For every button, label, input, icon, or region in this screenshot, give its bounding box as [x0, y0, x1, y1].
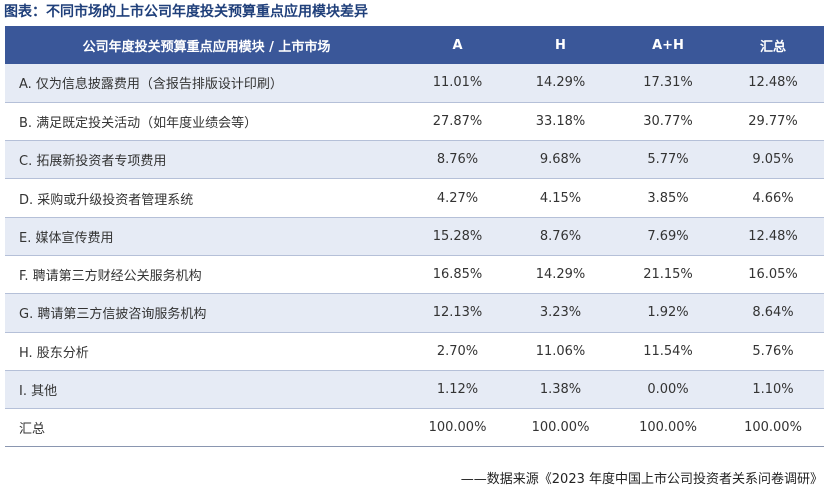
cell-a: 12.13% [408, 293, 507, 333]
total-row: 汇总 100.00% 100.00% 100.00% 100.00% [5, 408, 824, 448]
cell-h: 14.29% [507, 64, 614, 103]
cell-a-h: 3.85% [614, 178, 722, 218]
row-label: B. 满足既定投关活动（如年度业绩会等） [5, 102, 408, 142]
table-body: A. 仅为信息披露费用（含报告排版设计印刷） 11.01% 14.29% 17.31%… [5, 64, 824, 448]
cell-a-h: 11.54% [614, 332, 722, 371]
table-row: D. 采购或升级投资者管理系统 4.27% 4.15% 3.85% 4.66% [5, 178, 824, 218]
table-row: C. 拓展新投资者专项费用 8.76% 9.68% 5.77% 9.05% [5, 140, 824, 180]
cell-a: 100.00% [408, 408, 507, 448]
cell-a: 15.28% [408, 217, 507, 256]
cell-total: 12.48% [722, 217, 824, 256]
cell-total: 100.00% [722, 408, 824, 448]
header-row: 公司年度投关预算重点应用模块 / 上市市场 A H A+H 汇总 [5, 26, 824, 64]
table-row: B. 满足既定投关活动（如年度业绩会等） 27.87% 33.18% 30.77% 29… [5, 102, 824, 142]
data-source-note: ——数据来源《2023 年度中国上市公司投资者关系问卷调研》 [460, 472, 823, 487]
cell-total: 12.48% [722, 64, 824, 103]
row-label: A. 仅为信息披露费用（含报告排版设计印刷） [5, 64, 408, 103]
cell-h: 3.23% [507, 293, 614, 333]
cell-h: 11.06% [507, 332, 614, 371]
budget-table: 公司年度投关预算重点应用模块 / 上市市场 A H A+H 汇总 A. 仅为信息披露费用… [5, 26, 824, 448]
cell-total: 16.05% [722, 255, 824, 295]
cell-h: 100.00% [507, 408, 614, 448]
cell-h: 9.68% [507, 140, 614, 180]
table-header: 公司年度投关预算重点应用模块 / 上市市场 A H A+H 汇总 [5, 26, 824, 64]
cell-total: 9.05% [722, 140, 824, 180]
cell-a-h: 30.77% [614, 102, 722, 142]
row-label: I. 其他 [5, 370, 408, 410]
cell-total: 29.77% [722, 102, 824, 142]
cell-total: 5.76% [722, 332, 824, 371]
cell-a-h: 17.31% [614, 64, 722, 103]
cell-total: 1.10% [722, 370, 824, 410]
cell-a: 1.12% [408, 370, 507, 410]
cell-a: 16.85% [408, 255, 507, 295]
row-label: F. 聘请第三方财经公关服务机构 [5, 255, 408, 295]
cell-a: 8.76% [408, 140, 507, 180]
row-label: 汇总 [5, 408, 408, 448]
row-label: H. 股东分析 [5, 332, 408, 371]
table-row: H. 股东分析 2.70% 11.06% 11.54% 5.76% [5, 332, 824, 371]
row-label: D. 采购或升级投资者管理系统 [5, 178, 408, 218]
cell-a: 4.27% [408, 178, 507, 218]
figure-title: 图表：不同市场的上市公司年度投关预算重点应用模块差异 [4, 4, 368, 20]
cell-total: 4.66% [722, 178, 824, 218]
row-label: E. 媒体宣传费用 [5, 217, 408, 256]
cell-h: 14.29% [507, 255, 614, 295]
cell-h: 8.76% [507, 217, 614, 256]
cell-a-h: 0.00% [614, 370, 722, 410]
cell-h: 33.18% [507, 102, 614, 142]
cell-a: 27.87% [408, 102, 507, 142]
table-row: A. 仅为信息披露费用（含报告排版设计印刷） 11.01% 14.29% 17.31%… [5, 64, 824, 103]
cell-h: 1.38% [507, 370, 614, 410]
cell-h: 4.15% [507, 178, 614, 218]
table-container: 公司年度投关预算重点应用模块 / 上市市场 A H A+H 汇总 A. 仅为信息披露费用… [5, 26, 824, 448]
header-a-share: A [452, 37, 463, 53]
table-row: F. 聘请第三方财经公关服务机构 16.85% 14.29% 21.15% 16.05% [5, 255, 824, 295]
header-h-share: H [555, 37, 566, 53]
cell-a-h: 100.00% [614, 408, 722, 448]
table-row: G. 聘请第三方信披咨询服务机构 12.13% 3.23% 1.92% 8.64% [5, 293, 824, 333]
cell-a-h: 5.77% [614, 140, 722, 180]
cell-a-h: 7.69% [614, 217, 722, 256]
cell-a-h: 1.92% [614, 293, 722, 333]
cell-a: 11.01% [408, 64, 507, 103]
header-a-h-share: A+H [652, 37, 684, 53]
table-row: E. 媒体宣传费用 15.28% 8.76% 7.69% 12.48% [5, 217, 824, 256]
table-row: I. 其他 1.12% 1.38% 0.00% 1.10% [5, 370, 824, 410]
row-label: C. 拓展新投资者专项费用 [5, 140, 408, 180]
header-total: 汇总 [759, 39, 786, 55]
cell-a-h: 21.15% [614, 255, 722, 295]
header-module: 公司年度投关预算重点应用模块 / 上市市场 [82, 39, 331, 55]
row-label: G. 聘请第三方信披咨询服务机构 [5, 293, 408, 333]
cell-total: 8.64% [722, 293, 824, 333]
cell-a: 2.70% [408, 332, 507, 371]
